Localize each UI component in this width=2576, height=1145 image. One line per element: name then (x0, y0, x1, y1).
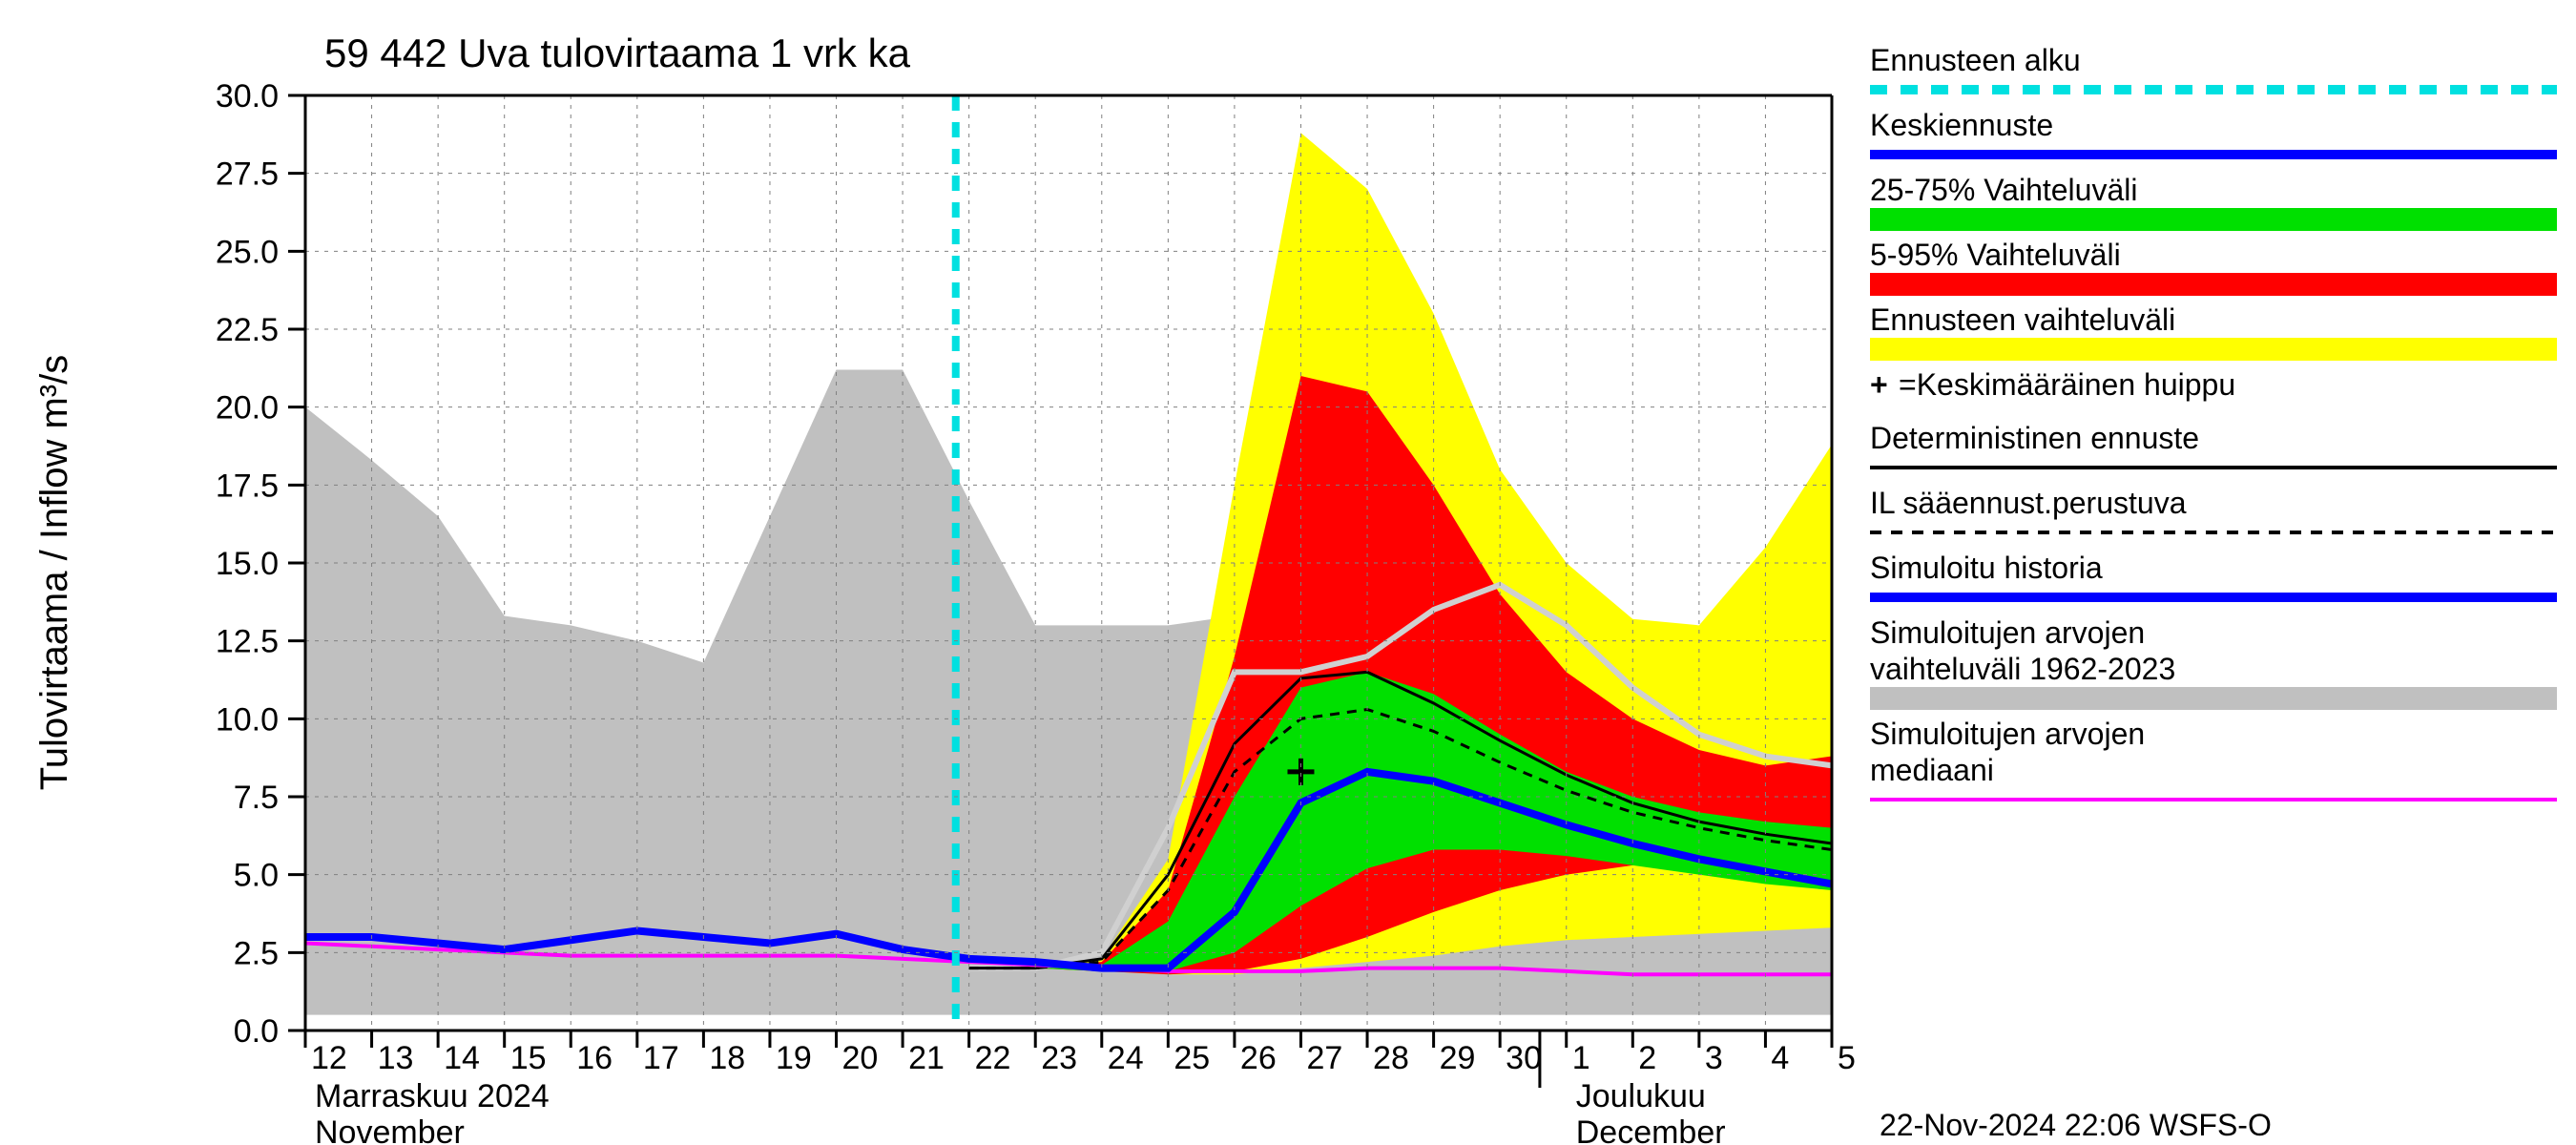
month-label-right-1: Joulukuu (1576, 1078, 1706, 1114)
chart-container: { "chart": { "title": "59 442 Uva tulovi… (0, 0, 2576, 1145)
x-tick-label: 28 (1373, 1040, 1409, 1076)
x-tick-label: 29 (1440, 1040, 1476, 1076)
y-tick-label: 7.5 (234, 780, 279, 816)
legend-label: Ennusteen vaihteluväli (1870, 302, 2175, 337)
x-tick-label: 13 (378, 1040, 414, 1076)
x-tick-label: 23 (1041, 1040, 1077, 1076)
x-tick-label: 2 (1638, 1040, 1656, 1076)
legend-label: Simuloitujen arvojen (1870, 717, 2145, 751)
y-tick-label: 20.0 (216, 390, 279, 427)
y-tick-label: 17.5 (216, 468, 279, 504)
chart-title: 59 442 Uva tulovirtaama 1 vrk ka (324, 31, 911, 75)
x-tick-label: 26 (1240, 1040, 1277, 1076)
y-tick-label: 15.0 (216, 546, 279, 582)
chart-footer: 22-Nov-2024 22:06 WSFS-O (1880, 1108, 2272, 1142)
x-tick-label: 16 (576, 1040, 613, 1076)
y-tick-label: 22.5 (216, 312, 279, 348)
x-tick-label: 5 (1838, 1040, 1856, 1076)
month-label-left-1: Marraskuu 2024 (315, 1078, 550, 1114)
y-tick-label: 2.5 (234, 935, 279, 971)
x-tick-label: 20 (842, 1040, 879, 1076)
x-tick-label: 3 (1705, 1040, 1723, 1076)
legend-label: 25-75% Vaihteluväli (1870, 173, 2137, 207)
legend-label: 5-95% Vaihteluväli (1870, 238, 2121, 272)
x-tick-label: 27 (1306, 1040, 1342, 1076)
x-tick-label: 30 (1506, 1040, 1542, 1076)
svg-text:vaihteluväli 1962-2023: vaihteluväli 1962-2023 (1870, 652, 2175, 686)
y-tick-label: 25.0 (216, 234, 279, 270)
inflow-forecast-chart: 0.0 2.5 5.0 7.5 10.0 12.5 15.0 17.5 20.0 22.5 25.0… (0, 0, 2576, 1145)
y-tick-label: 0.0 (234, 1013, 279, 1050)
legend-label: IL sääennust.perustuva (1870, 486, 2187, 520)
x-tick-label: 22 (975, 1040, 1011, 1076)
legend-label: Deterministinen ennuste (1870, 421, 2199, 455)
x-tick-label: 4 (1771, 1040, 1789, 1076)
x-tick-label: 21 (908, 1040, 945, 1076)
legend-label: Simuloitu historia (1870, 551, 2103, 585)
x-tick-label: 15 (510, 1040, 547, 1076)
x-tick-label: 14 (444, 1040, 480, 1076)
y-tick-label: 27.5 (216, 156, 279, 193)
y-tick-label: 30.0 (216, 78, 279, 114)
x-tick-label: 25 (1174, 1040, 1210, 1076)
x-tick-label: 17 (643, 1040, 679, 1076)
x-tick-label: 19 (776, 1040, 812, 1076)
month-label-left-2: November (315, 1114, 465, 1145)
legend-label: Keskiennuste (1870, 108, 2053, 142)
legend-label: Simuloitujen arvojen (1870, 615, 2145, 650)
y-tick-label: 10.0 (216, 701, 279, 738)
svg-text:+: + (1870, 367, 1888, 402)
x-tick-label: 24 (1108, 1040, 1144, 1076)
y-axis-label: Tulovirtaama / Inflow m³/s (33, 355, 75, 790)
legend-label: Ennusteen alku (1870, 43, 2081, 77)
legend-label: =Keskimääräinen huippu (1899, 367, 2235, 402)
svg-text:mediaani: mediaani (1870, 753, 1994, 787)
y-tick-label: 12.5 (216, 624, 279, 660)
x-tick-label: 1 (1572, 1040, 1590, 1076)
y-tick-label: 5.0 (234, 858, 279, 894)
x-tick-label: 12 (311, 1040, 347, 1076)
month-label-right-2: December (1576, 1114, 1726, 1145)
x-tick-label: 18 (709, 1040, 745, 1076)
